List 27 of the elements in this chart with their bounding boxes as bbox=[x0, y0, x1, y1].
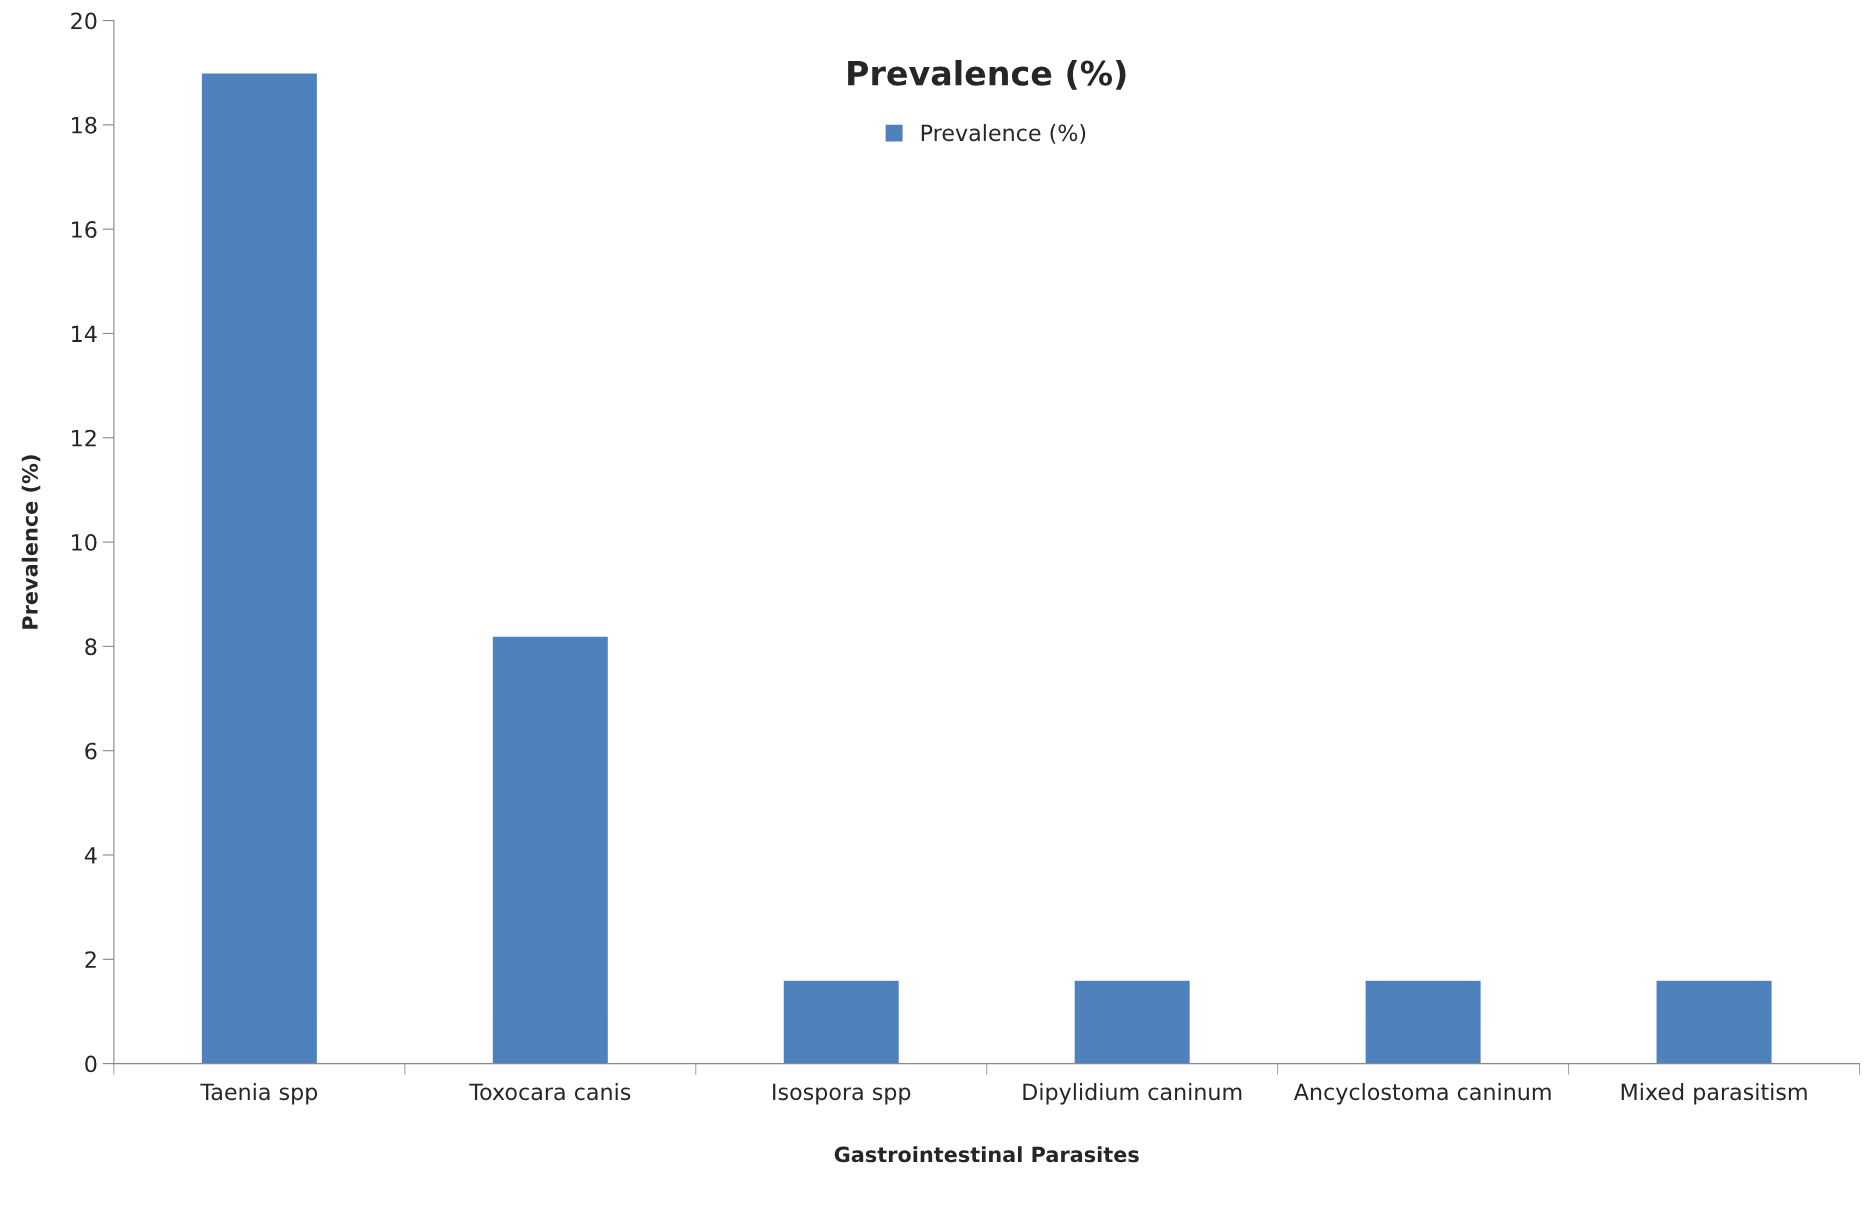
y-tick-label: 8 bbox=[85, 638, 97, 656]
y-tick-label: 16 bbox=[72, 221, 97, 238]
y-tick-label: 0 bbox=[85, 1055, 97, 1073]
y-tick-label: 6 bbox=[85, 742, 97, 760]
y-axis-title: Prevalence (%) bbox=[21, 455, 41, 629]
bar bbox=[1073, 979, 1192, 1064]
x-tick-label: Isospora spp bbox=[773, 1083, 911, 1105]
bar bbox=[491, 635, 610, 1064]
y-tick-label: 4 bbox=[84, 847, 97, 864]
x-tick-label: Mixed parasitism bbox=[1621, 1083, 1807, 1105]
y-tick-label: 20 bbox=[71, 12, 97, 30]
text: Prevalence (%) bbox=[848, 59, 1126, 90]
y-tick-label: 10 bbox=[72, 534, 97, 551]
bar bbox=[200, 72, 319, 1064]
x-axis-title: Gastrointestinal Parasites bbox=[834, 1146, 1139, 1163]
x-tick-label: Taenia spp bbox=[200, 1083, 318, 1105]
x-tick-label: Ancyclostoma caninum bbox=[1293, 1083, 1551, 1105]
y-tick-label: 12 bbox=[72, 429, 96, 447]
bar bbox=[782, 979, 901, 1064]
x-tick-label: Dipylidium caninum bbox=[1023, 1083, 1242, 1105]
bar bbox=[1364, 979, 1483, 1064]
y-tick-label: 2 bbox=[85, 951, 96, 968]
bar bbox=[1655, 979, 1773, 1064]
y-tick-label: 18 bbox=[72, 116, 97, 134]
x-tick-label: Toxocara canis bbox=[469, 1083, 631, 1101]
legend-label: Prevalence (%) bbox=[921, 124, 1086, 144]
y-tick-label: 14 bbox=[72, 325, 97, 342]
